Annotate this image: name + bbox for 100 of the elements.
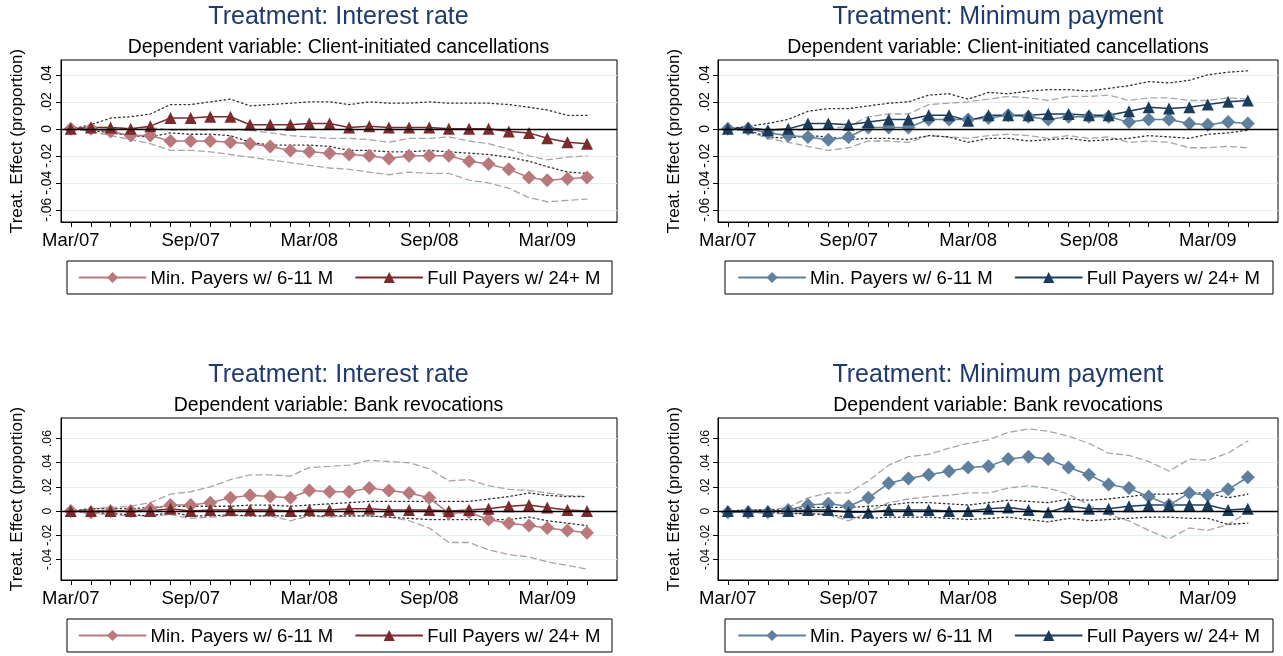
point (1241, 94, 1254, 107)
point (481, 512, 496, 527)
y-tick-label: .02 (40, 478, 54, 496)
chart-subtitle: Dependent variable: Bank revocations (833, 393, 1164, 415)
legend-label: Min. Payers w/ 6-11 M (150, 267, 334, 288)
y-axis-title: Treat. Effect (proportion) (7, 406, 26, 592)
point (1162, 112, 1177, 127)
point (501, 162, 516, 177)
point (263, 139, 278, 154)
x-tick-label: Mar/08 (280, 229, 339, 250)
point (381, 151, 396, 166)
point (422, 490, 437, 505)
x-tick-label: Sep/08 (1059, 587, 1119, 608)
x-tick-label: Sep/07 (161, 229, 221, 250)
point (1001, 452, 1016, 467)
point (580, 525, 595, 540)
point (402, 148, 417, 163)
point (943, 109, 956, 122)
point (1041, 452, 1056, 467)
point (183, 134, 198, 148)
x-tick-label: Mar/09 (1178, 229, 1237, 250)
point (303, 117, 316, 130)
y-tick-label: -.02 (696, 143, 712, 168)
legend-label: Min. Payers w/ 6-11 M (150, 625, 334, 646)
x-tick-label: Mar/09 (518, 229, 577, 250)
point (223, 490, 238, 505)
point (422, 148, 437, 163)
point (822, 117, 835, 130)
point (1182, 116, 1197, 131)
y-tick-label: -.02 (38, 143, 54, 168)
y-tick-label: .02 (698, 478, 712, 496)
point (580, 170, 595, 185)
point (1062, 108, 1075, 120)
point (540, 521, 555, 536)
point (263, 489, 278, 504)
point (1121, 115, 1136, 130)
point (302, 483, 317, 498)
point (981, 459, 996, 474)
point (1183, 499, 1196, 512)
point (243, 488, 258, 503)
point (523, 126, 535, 139)
point (1240, 116, 1255, 131)
point (902, 113, 915, 126)
point (203, 134, 218, 148)
y-tick-label: .04 (696, 64, 712, 85)
point (243, 136, 258, 151)
point (962, 505, 975, 518)
point (441, 148, 456, 163)
point (1142, 499, 1155, 512)
point (1081, 467, 1096, 482)
y-tick-label: 0 (40, 507, 54, 515)
point (463, 122, 476, 135)
point (402, 485, 417, 500)
point (284, 505, 297, 518)
point (1042, 108, 1055, 120)
y-tick-label: -.04 (40, 548, 54, 571)
point (982, 109, 995, 122)
y-tick-label: 0 (698, 507, 712, 515)
point (442, 122, 455, 135)
y-tick-label: .04 (38, 64, 54, 85)
point (801, 117, 814, 130)
point (961, 460, 976, 475)
x-tick-label: Mar/07 (41, 587, 100, 608)
point (462, 154, 477, 169)
point (302, 144, 317, 159)
y-tick-label: -.04 (38, 170, 54, 195)
point (1163, 102, 1176, 115)
legend-label: Full Payers w/ 24+ M (427, 267, 601, 288)
point (1240, 470, 1255, 485)
point (581, 505, 594, 518)
x-tick-label: Mar/08 (939, 229, 997, 250)
x-tick-label: Sep/07 (161, 587, 221, 608)
y-tick-label: -.04 (696, 170, 712, 195)
x-tick-label: Mar/07 (699, 587, 757, 608)
chart-title: Treatment: Minimum payment (832, 1, 1164, 29)
x-tick-label: Mar/09 (1178, 587, 1237, 608)
x-tick-label: Mar/08 (939, 587, 997, 608)
point (501, 516, 516, 531)
point (322, 146, 337, 161)
point (1221, 115, 1236, 130)
point (540, 173, 555, 188)
point (581, 137, 594, 150)
point (1183, 101, 1196, 114)
point (1182, 485, 1197, 500)
x-tick-label: Sep/07 (819, 229, 878, 250)
x-tick-label: Mar/07 (41, 229, 100, 250)
point (1021, 449, 1036, 464)
y-tick-label: 0 (696, 124, 712, 133)
y-tick-label: 0 (38, 124, 54, 133)
point (901, 471, 916, 486)
point (862, 116, 875, 129)
y-tick-label: -.02 (698, 524, 712, 546)
point (283, 143, 298, 158)
y-tick-label: -.06 (696, 197, 712, 222)
point (561, 136, 574, 149)
y-tick-label: -.04 (698, 548, 712, 571)
point (541, 132, 554, 145)
point (922, 109, 935, 122)
point (800, 129, 815, 144)
y-axis-title: Treat. Effect (proportion) (664, 406, 683, 592)
